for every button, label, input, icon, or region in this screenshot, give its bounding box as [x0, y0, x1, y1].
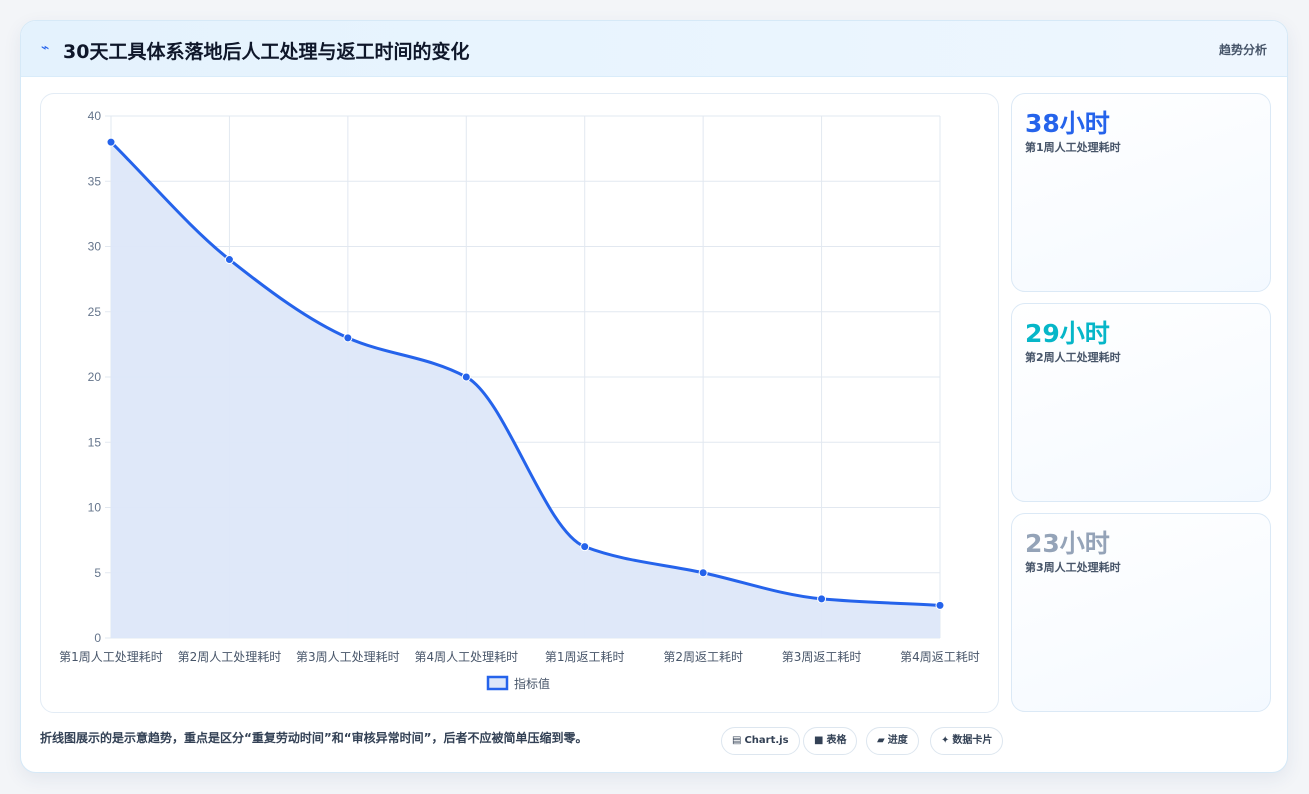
progress-icon: ▰	[877, 735, 885, 746]
chart-panel: 0 5 10 15 20 25 30 35 40 第1周人工处理耗时 第2周人工处理耗时 第3周人工处…	[40, 93, 999, 713]
chip-table[interactable]: ■ 表格	[803, 727, 858, 755]
x-tick-label: 第4周返工耗时	[900, 650, 980, 664]
chip-label: Chart.js	[744, 735, 789, 746]
y-tick-label: 0	[94, 631, 101, 645]
series-area-fill	[111, 142, 940, 638]
y-tick-label: 5	[94, 566, 101, 580]
trend-analysis-tag: 趋势分析	[1218, 43, 1267, 57]
x-tick-label: 第1周返工耗时	[545, 650, 625, 664]
x-tick-label: 第2周返工耗时	[663, 650, 743, 664]
legend-swatch	[486, 675, 509, 691]
x-tick-label: 第2周人工处理耗时	[178, 650, 282, 664]
y-tick-label: 15	[88, 435, 102, 449]
data-point	[224, 255, 234, 265]
chart-icon: ▤	[732, 735, 742, 746]
data-point	[698, 568, 708, 578]
stat-value: 38小时	[1025, 109, 1110, 138]
line-chart: 0 5 10 15 20 25 30 35 40 第1周人工处理耗时 第2周人工处理耗时 第3周人工处…	[59, 109, 980, 691]
stat-value: 29小时	[1025, 319, 1110, 348]
sparkle-icon: ✦	[941, 735, 950, 746]
chip-data-cards[interactable]: ✦ 数据卡片	[930, 727, 1004, 755]
chip-label: 数据卡片	[952, 735, 993, 746]
chip-label: 表格	[826, 735, 847, 746]
chart-footnote: 折线图展示的是示意趋势，重点是区分“重复劳动时间”和“审核异常时间”，后者不应被…	[40, 731, 588, 745]
x-tick-label: 第3周返工耗时	[782, 650, 862, 664]
y-tick-label: 20	[88, 370, 102, 384]
stat-value: 23小时	[1025, 529, 1110, 558]
table-icon: ■	[814, 735, 824, 746]
data-point	[580, 542, 590, 552]
stat-card-week3: 23小时 第3周人工处理耗时	[1011, 513, 1271, 712]
data-point	[461, 372, 471, 382]
data-point	[106, 137, 116, 147]
data-point	[343, 333, 353, 343]
y-tick-label: 40	[88, 109, 102, 123]
y-tick-label: 25	[88, 305, 102, 319]
x-tick-label: 第4周人工处理耗时	[414, 650, 518, 664]
main-card: ⌁ 30天工具体系落地后人工处理与返工时间的变化 趋势分析 0 5 10 15 20 25…	[20, 20, 1288, 773]
chip-label: 进度	[887, 735, 908, 746]
stat-card-week2: 29小时 第2周人工处理耗时	[1011, 303, 1271, 502]
trend-line-icon: ⌁	[41, 40, 50, 56]
data-point	[935, 600, 945, 610]
data-point	[817, 594, 827, 604]
card-header: ⌁ 30天工具体系落地后人工处理与返工时间的变化 趋势分析	[21, 21, 1287, 77]
series-line	[109, 141, 941, 607]
y-tick-label: 35	[88, 174, 102, 188]
chip-chartjs[interactable]: ▤ Chart.js	[721, 727, 800, 755]
y-tick-label: 10	[88, 501, 102, 515]
x-tick-label: 第3周人工处理耗时	[296, 650, 400, 664]
stat-label: 第1周人工处理耗时	[1025, 141, 1121, 154]
stat-label: 第3周人工处理耗时	[1025, 561, 1121, 574]
chip-progress[interactable]: ▰ 进度	[866, 727, 919, 755]
stat-card-week1: 38小时 第1周人工处理耗时	[1011, 93, 1271, 292]
x-tick-label: 第1周人工处理耗时	[59, 650, 163, 664]
stat-label: 第2周人工处理耗时	[1025, 351, 1121, 364]
y-tick-label: 30	[88, 240, 102, 254]
page-title: 30天工具体系落地后人工处理与返工时间的变化	[63, 41, 470, 63]
legend-label: 指标值	[514, 676, 550, 691]
